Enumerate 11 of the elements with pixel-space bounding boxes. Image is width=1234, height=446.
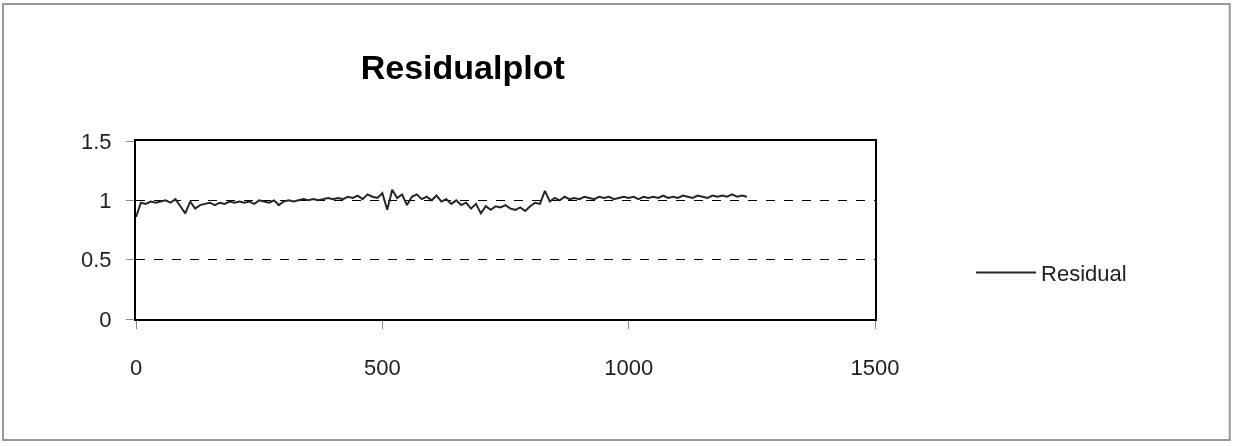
x-tick-label: 1000: [604, 355, 654, 381]
legend-label: Residual: [1041, 261, 1127, 287]
y-tick-label: 0.5: [81, 247, 112, 273]
x-tick-label: 1500: [850, 355, 900, 381]
x-tick-label: 0: [129, 355, 143, 381]
chart-title: Residualplot: [360, 47, 565, 86]
y-tick-label: 1: [99, 188, 112, 214]
y-tick-label: 1.5: [81, 128, 112, 154]
line-series: [136, 188, 748, 218]
x-tick-label: 500: [363, 355, 401, 381]
y-tick-label: 0: [99, 306, 112, 332]
